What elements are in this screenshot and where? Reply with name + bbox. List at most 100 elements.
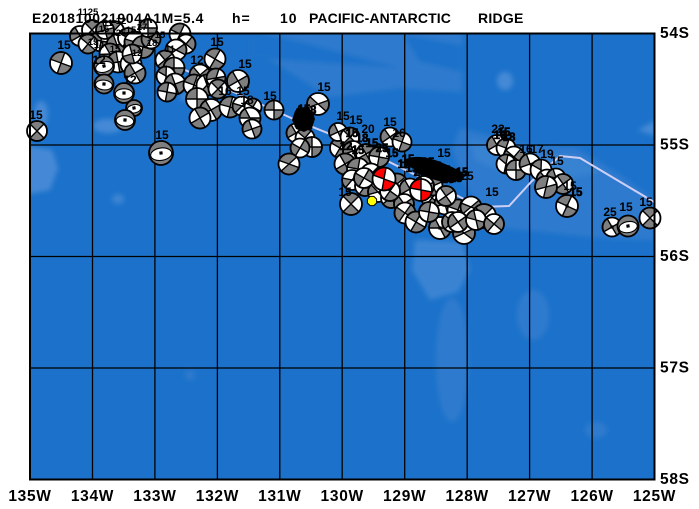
- svg-text:15: 15: [296, 107, 309, 119]
- svg-text:11: 11: [103, 18, 114, 29]
- svg-text:25: 25: [376, 143, 389, 155]
- svg-text:15: 15: [406, 163, 419, 175]
- svg-text:15: 15: [317, 80, 331, 94]
- svg-text:15: 15: [99, 24, 110, 35]
- svg-text:15: 15: [434, 170, 447, 182]
- svg-text:20: 20: [430, 161, 443, 173]
- svg-text:12: 12: [132, 48, 143, 59]
- svg-text:15: 15: [210, 35, 224, 49]
- svg-text:15: 15: [352, 145, 365, 157]
- svg-text:15: 15: [88, 37, 99, 48]
- svg-text:133W: 133W: [133, 488, 176, 505]
- svg-text:15: 15: [236, 84, 250, 98]
- svg-text:RIDGE: RIDGE: [478, 10, 524, 26]
- svg-text:18: 18: [297, 110, 310, 122]
- svg-text:10: 10: [280, 10, 298, 26]
- svg-text:16: 16: [392, 126, 406, 140]
- svg-text:15: 15: [402, 154, 415, 166]
- svg-text:15: 15: [418, 162, 431, 174]
- svg-text:18: 18: [240, 93, 254, 107]
- svg-text:15: 15: [126, 25, 137, 36]
- svg-text:132W: 132W: [196, 488, 239, 505]
- svg-text:130W: 130W: [321, 488, 364, 505]
- svg-text:15: 15: [450, 173, 463, 185]
- svg-text:126W: 126W: [570, 488, 613, 505]
- svg-text:12: 12: [123, 73, 137, 87]
- svg-text:15: 15: [386, 148, 399, 160]
- svg-text:18: 18: [503, 132, 516, 144]
- svg-text:131W: 131W: [258, 488, 301, 505]
- svg-text:15: 15: [338, 185, 352, 199]
- svg-text:25: 25: [414, 167, 427, 179]
- svg-text:18: 18: [356, 133, 369, 145]
- svg-text:22: 22: [491, 122, 505, 136]
- svg-text:17: 17: [530, 142, 544, 156]
- svg-text:15: 15: [366, 138, 379, 150]
- svg-text:PACIFIC-ANTARCTIC: PACIFIC-ANTARCTIC: [309, 10, 451, 26]
- svg-text:15: 15: [619, 200, 633, 214]
- svg-text:15: 15: [639, 195, 653, 209]
- svg-text:15: 15: [238, 57, 252, 71]
- svg-text:15: 15: [298, 104, 311, 116]
- svg-text:15: 15: [422, 157, 435, 169]
- svg-text:12: 12: [92, 53, 106, 67]
- svg-text:20: 20: [361, 122, 375, 136]
- svg-text:15: 15: [29, 108, 43, 122]
- svg-text:11: 11: [165, 44, 176, 55]
- svg-text:12: 12: [340, 141, 353, 153]
- svg-text:25: 25: [442, 174, 455, 186]
- svg-text:25: 25: [460, 169, 474, 183]
- svg-text:129W: 129W: [383, 488, 426, 505]
- svg-text:15: 15: [570, 187, 583, 199]
- svg-text:18: 18: [147, 38, 158, 49]
- svg-text:E201810021904A1M=5.4: E201810021904A1M=5.4: [32, 10, 204, 26]
- svg-text:15: 15: [301, 114, 314, 126]
- svg-text:128W: 128W: [446, 488, 489, 505]
- svg-text:54S: 54S: [660, 25, 690, 42]
- svg-text:18: 18: [398, 159, 411, 171]
- svg-text:15: 15: [485, 185, 499, 199]
- svg-text:15: 15: [550, 154, 564, 168]
- svg-text:57S: 57S: [660, 360, 690, 377]
- svg-text:15: 15: [155, 128, 169, 142]
- svg-text:15: 15: [438, 165, 451, 177]
- svg-text:18: 18: [426, 166, 439, 178]
- svg-text:15: 15: [57, 38, 71, 52]
- svg-text:27: 27: [137, 22, 148, 33]
- svg-text:25: 25: [295, 118, 308, 130]
- svg-text:15: 15: [263, 89, 277, 103]
- svg-text:15: 15: [110, 44, 121, 55]
- svg-text:135W: 135W: [8, 488, 51, 505]
- svg-text:16: 16: [519, 142, 533, 156]
- svg-text:14: 14: [94, 40, 105, 51]
- svg-text:15: 15: [563, 179, 577, 193]
- svg-text:56S: 56S: [660, 248, 690, 265]
- svg-text:1125: 1125: [78, 7, 99, 18]
- svg-text:125W: 125W: [633, 488, 676, 505]
- svg-text:15: 15: [302, 111, 315, 123]
- svg-text:15: 15: [349, 113, 363, 127]
- svg-text:12: 12: [190, 53, 204, 67]
- svg-text:15: 15: [155, 30, 166, 41]
- svg-text:16: 16: [494, 130, 507, 142]
- svg-text:15: 15: [437, 146, 451, 160]
- svg-text:h=: h=: [232, 10, 251, 26]
- svg-text:18: 18: [304, 105, 317, 117]
- svg-text:15: 15: [336, 109, 350, 123]
- svg-text:15: 15: [456, 167, 469, 179]
- svg-text:15: 15: [294, 114, 307, 126]
- svg-text:15: 15: [300, 121, 313, 133]
- svg-text:15: 15: [299, 117, 312, 129]
- svg-text:25: 25: [603, 205, 617, 219]
- svg-text:15: 15: [383, 115, 397, 129]
- svg-text:134W: 134W: [71, 488, 114, 505]
- svg-text:19: 19: [540, 147, 554, 161]
- svg-text:58S: 58S: [660, 471, 690, 488]
- svg-text:55S: 55S: [660, 137, 690, 154]
- svg-text:18: 18: [446, 169, 459, 181]
- svg-text:127W: 127W: [508, 488, 551, 505]
- svg-text:15: 15: [498, 127, 511, 139]
- svg-text:12: 12: [116, 16, 127, 27]
- svg-text:15: 15: [346, 128, 359, 140]
- svg-text:25: 25: [410, 158, 423, 170]
